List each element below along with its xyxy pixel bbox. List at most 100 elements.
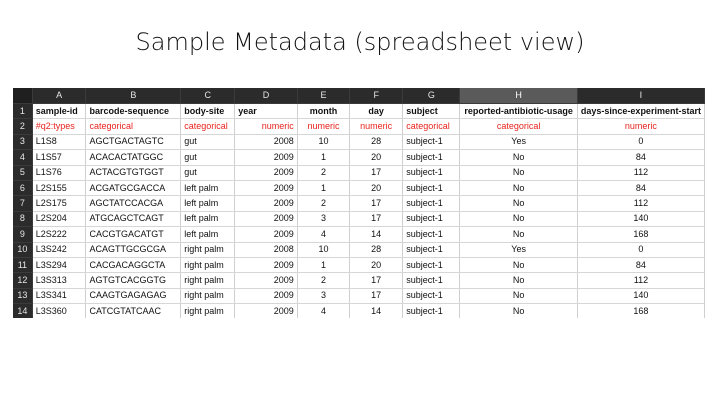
row-number[interactable]: 3: [13, 134, 33, 151]
cell[interactable]: day: [349, 103, 404, 120]
cell[interactable]: 20: [349, 257, 404, 274]
row-number[interactable]: 6: [13, 180, 33, 197]
cell[interactable]: subject-1: [402, 134, 461, 151]
select-all-corner[interactable]: [13, 88, 33, 104]
cell[interactable]: right palm: [180, 242, 236, 258]
cell[interactable]: ACAGTTGCGCGA: [85, 242, 182, 258]
row-number[interactable]: 12: [13, 272, 33, 289]
cell[interactable]: 112: [577, 195, 705, 212]
cell[interactable]: CAAGTGAGAGAG: [85, 288, 182, 305]
cell[interactable]: No: [459, 303, 578, 318]
cell[interactable]: No: [459, 226, 578, 243]
cell[interactable]: L2S222: [32, 226, 87, 243]
cell[interactable]: No: [459, 211, 578, 228]
row-number[interactable]: 11: [13, 257, 33, 274]
cell[interactable]: 17: [349, 211, 404, 228]
cell[interactable]: reported-antibiotic-usage: [459, 103, 578, 120]
column-header-b[interactable]: B: [85, 88, 182, 104]
cell[interactable]: left palm: [180, 226, 236, 243]
cell[interactable]: left palm: [180, 195, 236, 212]
cell[interactable]: Yes: [459, 134, 578, 151]
cell[interactable]: subject-1: [402, 195, 461, 212]
column-header-g[interactable]: G: [402, 88, 461, 104]
cell[interactable]: 2009: [234, 149, 298, 166]
cell[interactable]: L2S204: [32, 211, 87, 228]
cell[interactable]: No: [459, 257, 578, 274]
cell[interactable]: Yes: [459, 242, 578, 258]
cell[interactable]: 0: [577, 134, 705, 151]
row-number[interactable]: 9: [13, 226, 33, 243]
cell[interactable]: 2: [297, 272, 351, 289]
cell[interactable]: categorical: [180, 118, 236, 135]
cell[interactable]: ACTACGTGTGGT: [85, 165, 182, 181]
cell[interactable]: numeric: [577, 118, 705, 135]
cell[interactable]: 17: [349, 165, 404, 181]
cell[interactable]: left palm: [180, 180, 236, 197]
row-number[interactable]: 8: [13, 211, 33, 228]
cell[interactable]: 3: [297, 211, 351, 228]
cell[interactable]: No: [459, 180, 578, 197]
cell[interactable]: numeric: [297, 118, 351, 135]
cell[interactable]: 1: [297, 180, 351, 197]
column-header-a[interactable]: A: [32, 88, 87, 104]
cell[interactable]: 4: [297, 303, 351, 318]
cell[interactable]: 2008: [234, 134, 298, 151]
cell[interactable]: categorical: [85, 118, 182, 135]
cell[interactable]: right palm: [180, 303, 236, 318]
cell[interactable]: AGCTGACTAGTC: [85, 134, 182, 151]
cell[interactable]: 2009: [234, 272, 298, 289]
cell[interactable]: 17: [349, 272, 404, 289]
cell[interactable]: days-since-experiment-start: [577, 103, 705, 120]
cell[interactable]: 2009: [234, 257, 298, 274]
cell[interactable]: left palm: [180, 211, 236, 228]
cell[interactable]: L3S341: [32, 288, 87, 305]
cell[interactable]: AGCTATCCACGA: [85, 195, 182, 212]
cell[interactable]: 1: [297, 257, 351, 274]
column-header-i[interactable]: I: [577, 88, 705, 104]
cell[interactable]: month: [297, 103, 351, 120]
cell[interactable]: ACGATGCGACCA: [85, 180, 182, 197]
cell[interactable]: subject-1: [402, 165, 461, 181]
cell[interactable]: subject-1: [402, 272, 461, 289]
column-header-d[interactable]: D: [234, 88, 298, 104]
cell[interactable]: subject: [402, 103, 461, 120]
cell[interactable]: No: [459, 272, 578, 289]
cell[interactable]: 20: [349, 149, 404, 166]
cell[interactable]: gut: [180, 165, 236, 181]
cell[interactable]: CATCGTATCAAC: [85, 303, 182, 318]
cell[interactable]: 2009: [234, 165, 298, 181]
column-header-f[interactable]: F: [349, 88, 404, 104]
cell[interactable]: 140: [577, 288, 705, 305]
cell[interactable]: No: [459, 165, 578, 181]
cell[interactable]: subject-1: [402, 303, 461, 318]
cell[interactable]: 84: [577, 180, 705, 197]
row-number[interactable]: 14: [13, 303, 33, 318]
cell[interactable]: No: [459, 288, 578, 305]
cell[interactable]: No: [459, 195, 578, 212]
cell[interactable]: 2: [297, 165, 351, 181]
cell[interactable]: L1S76: [32, 165, 87, 181]
cell[interactable]: 2009: [234, 288, 298, 305]
cell[interactable]: right palm: [180, 257, 236, 274]
cell[interactable]: 112: [577, 272, 705, 289]
cell[interactable]: 3: [297, 288, 351, 305]
cell[interactable]: L1S8: [32, 134, 87, 151]
cell[interactable]: 2008: [234, 242, 298, 258]
cell[interactable]: right palm: [180, 288, 236, 305]
cell[interactable]: 2009: [234, 211, 298, 228]
cell[interactable]: 4: [297, 226, 351, 243]
cell[interactable]: 2009: [234, 195, 298, 212]
cell[interactable]: gut: [180, 149, 236, 166]
cell[interactable]: barcode-sequence: [85, 103, 182, 120]
cell[interactable]: L3S360: [32, 303, 87, 318]
cell[interactable]: subject-1: [402, 211, 461, 228]
cell[interactable]: L2S155: [32, 180, 87, 197]
cell[interactable]: 17: [349, 195, 404, 212]
cell[interactable]: 0: [577, 242, 705, 258]
cell[interactable]: 1: [297, 149, 351, 166]
cell[interactable]: L3S294: [32, 257, 87, 274]
cell[interactable]: subject-1: [402, 242, 461, 258]
cell[interactable]: L2S175: [32, 195, 87, 212]
cell[interactable]: right palm: [180, 272, 236, 289]
